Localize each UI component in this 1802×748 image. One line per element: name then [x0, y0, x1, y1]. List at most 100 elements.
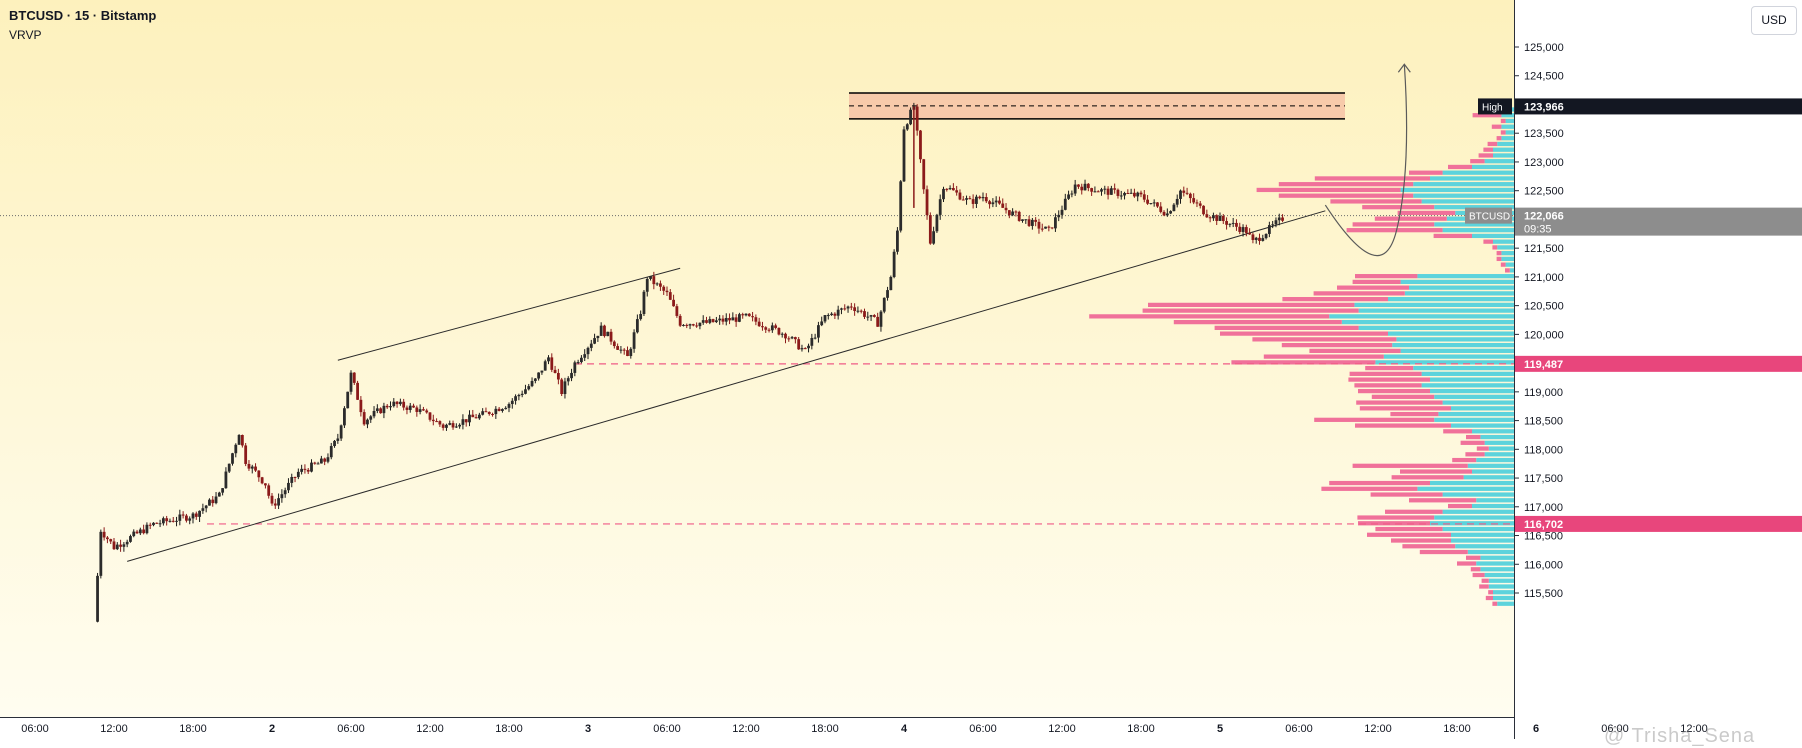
- candle-body: [132, 531, 136, 537]
- candle-body: [869, 315, 873, 317]
- candle-body: [599, 325, 603, 336]
- candle-body: [1244, 227, 1248, 233]
- volume-bar-down: [1500, 118, 1506, 124]
- volume-bar-down: [1352, 222, 1435, 227]
- candle-body: [596, 335, 600, 339]
- volume-bar-up: [1413, 193, 1514, 198]
- candle-body: [836, 309, 840, 316]
- candle-body: [853, 307, 857, 312]
- candle-body: [260, 477, 264, 484]
- candle-body: [1205, 214, 1209, 218]
- volume-bar-down: [1476, 446, 1489, 451]
- candle-body: [254, 466, 257, 471]
- x-tick-label: 5: [1217, 723, 1223, 735]
- candle-body: [1086, 183, 1090, 189]
- candle-body: [468, 414, 471, 423]
- candle-body: [741, 314, 745, 316]
- volume-bar-down: [1352, 279, 1401, 285]
- volume-bar-down: [1465, 452, 1485, 457]
- volume-bar-up: [1501, 256, 1514, 262]
- volume-bar-down: [1278, 182, 1414, 187]
- candle-body: [1017, 211, 1021, 221]
- volume-bar-down: [1472, 572, 1485, 578]
- candle-body: [1251, 234, 1255, 240]
- candle-body: [896, 230, 899, 252]
- candle-body: [168, 520, 172, 522]
- x-tick-label: 4: [901, 723, 908, 735]
- volume-bar-up: [1472, 503, 1514, 509]
- volume-bar-down: [1348, 377, 1430, 382]
- volume-bar-up: [1383, 354, 1514, 359]
- volume-bar-down: [1278, 193, 1414, 198]
- candle-body: [1070, 193, 1074, 195]
- y-tick-label: 118,500: [1524, 416, 1563, 428]
- candle-body: [612, 341, 616, 347]
- volume-bar-down: [1354, 383, 1422, 388]
- candle-body: [375, 408, 379, 412]
- volume-bar-down: [1359, 406, 1451, 411]
- volume-bar-up: [1476, 498, 1514, 503]
- volume-bar-down: [1371, 394, 1435, 399]
- candle-body: [343, 408, 346, 426]
- volume-bar-up: [1472, 164, 1514, 170]
- candle-body: [787, 338, 791, 340]
- candle-body: [1080, 186, 1084, 191]
- x-tick-label: 12:00: [100, 723, 128, 735]
- candle-body: [872, 315, 876, 317]
- volume-bar-up: [1493, 239, 1514, 244]
- candle-body: [109, 539, 113, 542]
- candle-body: [1113, 188, 1117, 190]
- candle-body: [1188, 193, 1192, 199]
- candle-body: [231, 453, 234, 464]
- candle-body: [724, 317, 728, 322]
- candle-body: [833, 313, 837, 316]
- x-tick-label: 3: [585, 723, 591, 735]
- candle-body: [217, 492, 221, 497]
- currency-button[interactable]: USD: [1751, 6, 1797, 35]
- time-axis-background: [0, 717, 1514, 739]
- level-badge: 116,702: [1524, 519, 1563, 531]
- candle-body: [1277, 217, 1281, 221]
- candle-body: [201, 508, 205, 511]
- candle-body: [731, 317, 735, 321]
- volume-bar-down: [1443, 429, 1472, 434]
- candle-body: [1119, 195, 1123, 197]
- lower-trendline: [127, 210, 1326, 562]
- candle-body: [1014, 211, 1018, 213]
- volume-bar-up: [1488, 584, 1514, 589]
- volume-bar-up: [1501, 251, 1514, 256]
- y-tick-label: 116,500: [1524, 531, 1563, 543]
- volume-bar-down: [1500, 130, 1506, 135]
- candle-body: [622, 349, 626, 351]
- candle-body: [971, 199, 975, 204]
- candle-body: [408, 405, 412, 410]
- candle-body: [435, 421, 438, 423]
- candle-body: [1096, 191, 1100, 193]
- candle-body: [273, 503, 277, 506]
- candle-body: [767, 329, 771, 331]
- candle-body: [441, 424, 445, 428]
- volume-bar-up: [1400, 348, 1514, 353]
- indicator-label[interactable]: VRVP: [9, 28, 42, 42]
- volume-bar-down: [1374, 216, 1447, 221]
- candle-body: [922, 159, 926, 190]
- candle-body: [738, 314, 741, 322]
- volume-bar-down: [1089, 314, 1330, 319]
- candle-body: [1057, 214, 1061, 218]
- volume-bar-up: [1472, 469, 1514, 474]
- candle-body: [102, 531, 106, 538]
- candle-body: [385, 405, 389, 408]
- candle-body: [685, 324, 689, 326]
- volume-bar-up: [1421, 383, 1514, 388]
- candle-body: [1030, 219, 1034, 226]
- candle-body: [797, 339, 801, 350]
- y-tick-label: 124,500: [1524, 71, 1564, 83]
- volume-bar-down: [1358, 521, 1430, 526]
- candle-body: [665, 290, 669, 293]
- candle-body: [145, 524, 149, 534]
- volume-bar-up: [1442, 492, 1514, 497]
- volume-bar-up: [1430, 480, 1514, 486]
- volume-bar-up: [1497, 601, 1514, 606]
